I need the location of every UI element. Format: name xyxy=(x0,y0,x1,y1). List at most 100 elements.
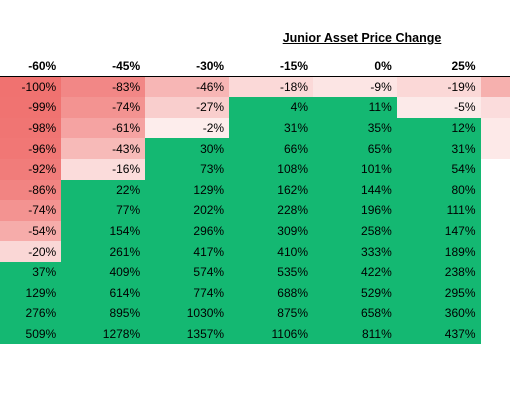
table-cell: 4% xyxy=(229,97,313,118)
table-cell: 417% xyxy=(145,241,230,262)
table-cell: 688% xyxy=(229,282,313,304)
table-cell: 11% xyxy=(313,97,397,118)
table-cell: 65% xyxy=(313,138,397,159)
table-cell: -96% xyxy=(0,138,62,159)
table-cell: 574% xyxy=(145,261,230,283)
table-cell: -16% xyxy=(61,158,146,180)
table-cell: 875% xyxy=(229,303,313,324)
table-cell: 409% xyxy=(61,261,146,283)
table-row: -92% -16% 73% 108% 101% 54% xyxy=(0,158,510,180)
table-row: -98% -61% -2% 31% 35% 12% xyxy=(0,117,510,139)
table-cell: -54% xyxy=(0,220,62,242)
table-cell: -74% xyxy=(61,97,146,118)
table-cell: 1357% xyxy=(145,323,230,345)
edge-cell xyxy=(480,97,510,118)
edge-cell xyxy=(480,117,510,139)
table-cell: 238% xyxy=(396,261,481,283)
column-header-row: -60% -45% -30% -15% 0% 25% xyxy=(0,56,510,78)
sensitivity-table: -60% -45% -30% -15% 0% 25% -100% -83% -46% -18% -… xyxy=(0,56,510,345)
table-cell: -2% xyxy=(145,117,230,139)
column-header: 0% xyxy=(313,56,397,78)
table-cell: -61% xyxy=(61,117,146,139)
table-cell: -43% xyxy=(61,138,146,159)
table-cell: 296% xyxy=(145,220,230,242)
edge-cell xyxy=(480,200,510,221)
table-cell: 774% xyxy=(145,282,230,304)
edge-cell xyxy=(480,323,510,345)
table-cell: 228% xyxy=(229,200,313,221)
table-cell: -19% xyxy=(396,76,481,98)
table-cell: 535% xyxy=(229,261,313,283)
column-header: -60% xyxy=(0,56,62,78)
column-header-edge xyxy=(480,56,510,78)
table-cell: 258% xyxy=(313,220,397,242)
table-row: -54% 154% 296% 309% 258% 147% xyxy=(0,220,510,242)
table-cell: 333% xyxy=(313,241,397,262)
edge-cell xyxy=(480,241,510,262)
table-cell: 410% xyxy=(229,241,313,262)
table-cell: 31% xyxy=(396,138,481,159)
table-cell: -74% xyxy=(0,200,62,221)
table-cell: 614% xyxy=(61,282,146,304)
edge-cell xyxy=(480,76,510,98)
table-cell: 101% xyxy=(313,158,397,180)
table-cell: 22% xyxy=(61,179,146,201)
super-header-junior-asset-price-change: Junior Asset Price Change xyxy=(282,31,442,45)
table-row: -100% -83% -46% -18% -9% -19% xyxy=(0,76,510,98)
table-cell: 276% xyxy=(0,303,62,324)
table-cell: -99% xyxy=(0,97,62,118)
edge-cell xyxy=(480,261,510,283)
table-cell: 422% xyxy=(313,261,397,283)
table-cell: 1278% xyxy=(61,323,146,345)
column-header: -15% xyxy=(229,56,313,78)
edge-cell xyxy=(480,158,510,180)
table-body: -100% -83% -46% -18% -9% -19% -99% -74% -27% 4% 11… xyxy=(0,76,510,345)
table-cell: -98% xyxy=(0,117,62,139)
table-cell: 35% xyxy=(313,117,397,139)
table-cell: -100% xyxy=(0,76,62,98)
table-cell: 30% xyxy=(145,138,230,159)
table-cell: 658% xyxy=(313,303,397,324)
table-row: -96% -43% 30% 66% 65% 31% xyxy=(0,138,510,159)
table-cell: -83% xyxy=(61,76,146,98)
table-row: -20% 261% 417% 410% 333% 189% xyxy=(0,241,510,262)
table-cell: 295% xyxy=(396,282,481,304)
table-cell: 189% xyxy=(396,241,481,262)
table-cell: -20% xyxy=(0,241,62,262)
table-cell: 12% xyxy=(396,117,481,139)
table-cell: -27% xyxy=(145,97,230,118)
table-cell: 437% xyxy=(396,323,481,345)
table-row: -86% 22% 129% 162% 144% 80% xyxy=(0,179,510,201)
table-cell: 129% xyxy=(0,282,62,304)
column-header: 25% xyxy=(396,56,481,78)
table-row: -99% -74% -27% 4% 11% -5% xyxy=(0,97,510,118)
table-row: 509% 1278% 1357% 1106% 811% 437% xyxy=(0,323,510,345)
table-cell: 31% xyxy=(229,117,313,139)
table-cell: 196% xyxy=(313,200,397,221)
table-cell: 108% xyxy=(229,158,313,180)
table-cell: 261% xyxy=(61,241,146,262)
column-header: -45% xyxy=(61,56,146,78)
table-cell: -86% xyxy=(0,179,62,201)
table-row: 37% 409% 574% 535% 422% 238% xyxy=(0,261,510,283)
table-cell: 1030% xyxy=(145,303,230,324)
table-row: 129% 614% 774% 688% 529% 295% xyxy=(0,282,510,304)
table-cell: 1106% xyxy=(229,323,313,345)
table-cell: 309% xyxy=(229,220,313,242)
edge-cell xyxy=(480,138,510,159)
table-cell: -46% xyxy=(145,76,230,98)
edge-cell xyxy=(480,220,510,242)
table-cell: -18% xyxy=(229,76,313,98)
table-cell: -5% xyxy=(396,97,481,118)
table-cell: -9% xyxy=(313,76,397,98)
table-cell: 154% xyxy=(61,220,146,242)
table-row: 276% 895% 1030% 875% 658% 360% xyxy=(0,303,510,324)
table-cell: 895% xyxy=(61,303,146,324)
table-cell: 147% xyxy=(396,220,481,242)
table-cell: 162% xyxy=(229,179,313,201)
table-cell: 360% xyxy=(396,303,481,324)
edge-cell xyxy=(480,282,510,304)
table-cell: 529% xyxy=(313,282,397,304)
table-cell: 111% xyxy=(396,200,481,221)
table-cell: 73% xyxy=(145,158,230,180)
